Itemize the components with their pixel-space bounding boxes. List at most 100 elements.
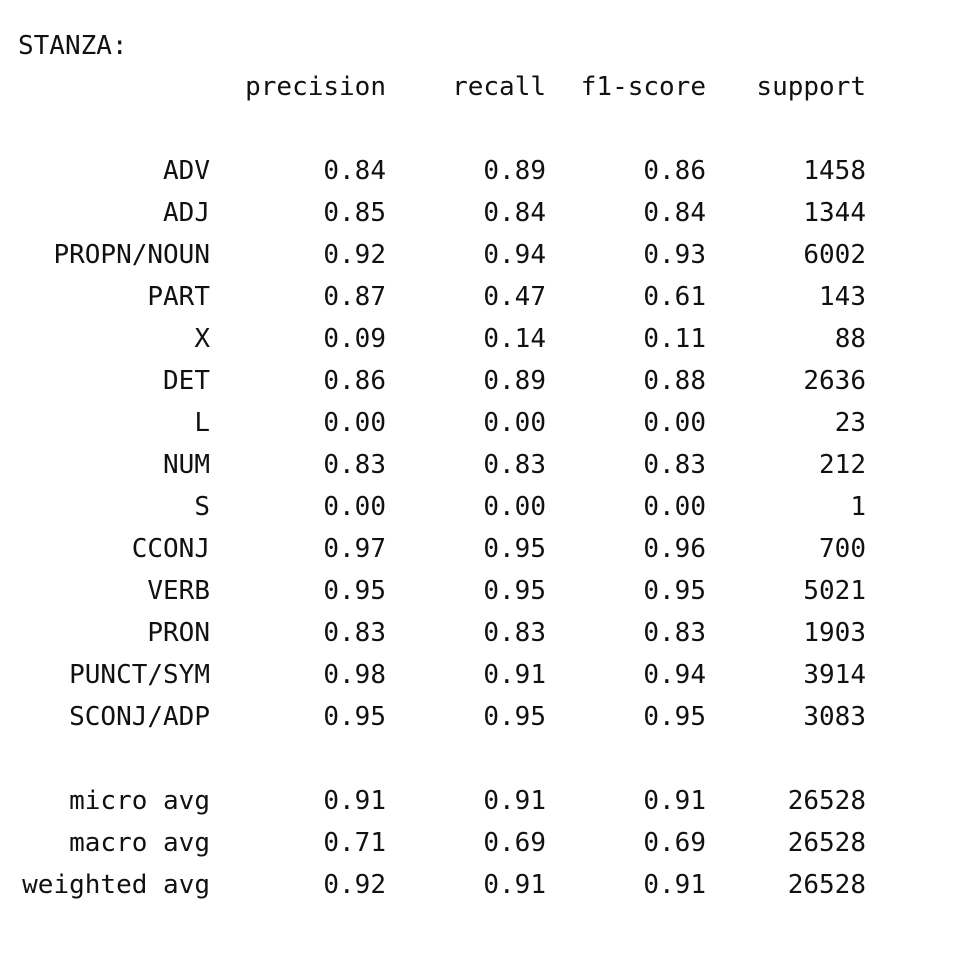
table-row: PROPN/NOUN 0.92 0.94 0.93 6002	[0, 234, 980, 276]
row-precision: 0.09	[323, 324, 386, 354]
row-precision: 0.87	[323, 282, 386, 312]
row-recall: 0.00	[483, 492, 546, 522]
row-support: 6002	[803, 240, 866, 270]
report-title: STANZA:	[18, 31, 128, 61]
average-row-micro: micro avg 0.91 0.91 0.91 26528	[0, 780, 980, 822]
row-support: 2636	[803, 366, 866, 396]
row-precision: 0.95	[323, 576, 386, 606]
table-row: DET 0.86 0.89 0.88 2636	[0, 360, 980, 402]
table-row: CCONJ 0.97 0.95 0.96 700	[0, 528, 980, 570]
row-recall: 0.94	[483, 240, 546, 270]
table-row: S 0.00 0.00 0.00 1	[0, 486, 980, 528]
header-row: precision recall f1-score support	[0, 66, 980, 108]
row-f1-score: 0.94	[643, 660, 706, 690]
row-recall: 0.95	[483, 534, 546, 564]
row-support: 88	[834, 324, 866, 354]
row-support: 26528	[787, 786, 866, 816]
row-f1-score: 0.96	[643, 534, 706, 564]
row-recall: 0.95	[483, 576, 546, 606]
row-label: macro avg	[69, 828, 210, 858]
header-f1-score: f1-score	[580, 72, 706, 102]
table-row: PUNCT/SYM 0.98 0.91 0.94 3914	[0, 654, 980, 696]
table-row: ADV 0.84 0.89 0.86 1458	[0, 150, 980, 192]
row-precision: 0.98	[323, 660, 386, 690]
row-f1-score: 0.83	[643, 618, 706, 648]
row-label: VERB	[147, 576, 210, 606]
row-f1-score: 0.83	[643, 450, 706, 480]
row-label: PROPN/NOUN	[53, 240, 210, 270]
row-precision: 0.97	[323, 534, 386, 564]
row-f1-score: 0.95	[643, 576, 706, 606]
row-label: CCONJ	[131, 534, 210, 564]
table-row: VERB 0.95 0.95 0.95 5021	[0, 570, 980, 612]
row-support: 212	[819, 450, 866, 480]
row-f1-score: 0.95	[643, 702, 706, 732]
row-label: S	[194, 492, 210, 522]
row-f1-score: 0.91	[643, 870, 706, 900]
table-row: NUM 0.83 0.83 0.83 212	[0, 444, 980, 486]
row-label: SCONJ/ADP	[69, 702, 210, 732]
row-recall: 0.89	[483, 156, 546, 186]
row-precision: 0.95	[323, 702, 386, 732]
row-support: 26528	[787, 828, 866, 858]
row-label: weighted avg	[22, 870, 210, 900]
row-precision: 0.83	[323, 450, 386, 480]
row-f1-score: 0.00	[643, 492, 706, 522]
row-support: 3083	[803, 702, 866, 732]
row-label: PRON	[147, 618, 210, 648]
row-recall: 0.83	[483, 618, 546, 648]
row-precision: 0.86	[323, 366, 386, 396]
table-row: SCONJ/ADP 0.95 0.95 0.95 3083	[0, 696, 980, 738]
row-recall: 0.47	[483, 282, 546, 312]
row-f1-score: 0.86	[643, 156, 706, 186]
table-row: X 0.09 0.14 0.11 88	[0, 318, 980, 360]
average-row-macro: macro avg 0.71 0.69 0.69 26528	[0, 822, 980, 864]
row-f1-score: 0.84	[643, 198, 706, 228]
row-precision: 0.71	[323, 828, 386, 858]
row-support: 1	[850, 492, 866, 522]
row-label: ADV	[163, 156, 210, 186]
row-recall: 0.91	[483, 660, 546, 690]
row-precision: 0.84	[323, 156, 386, 186]
row-support: 1903	[803, 618, 866, 648]
row-f1-score: 0.91	[643, 786, 706, 816]
row-label: PUNCT/SYM	[69, 660, 210, 690]
table-row: L 0.00 0.00 0.00 23	[0, 402, 980, 444]
row-support: 1458	[803, 156, 866, 186]
row-recall: 0.95	[483, 702, 546, 732]
header-support: support	[756, 72, 866, 102]
row-label: ADJ	[163, 198, 210, 228]
row-precision: 0.00	[323, 492, 386, 522]
row-label: PART	[147, 282, 210, 312]
table-row: ADJ 0.85 0.84 0.84 1344	[0, 192, 980, 234]
row-f1-score: 0.88	[643, 366, 706, 396]
row-support: 3914	[803, 660, 866, 690]
row-recall: 0.00	[483, 408, 546, 438]
row-support: 23	[834, 408, 866, 438]
row-precision: 0.91	[323, 786, 386, 816]
row-recall: 0.84	[483, 198, 546, 228]
row-label: DET	[163, 366, 210, 396]
row-f1-score: 0.11	[643, 324, 706, 354]
row-recall: 0.83	[483, 450, 546, 480]
row-precision: 0.92	[323, 240, 386, 270]
row-support: 143	[819, 282, 866, 312]
row-f1-score: 0.61	[643, 282, 706, 312]
row-precision: 0.00	[323, 408, 386, 438]
header-recall: recall	[452, 72, 546, 102]
row-f1-score: 0.69	[643, 828, 706, 858]
row-support: 700	[819, 534, 866, 564]
row-recall: 0.89	[483, 366, 546, 396]
row-recall: 0.14	[483, 324, 546, 354]
row-recall: 0.91	[483, 870, 546, 900]
row-label: NUM	[163, 450, 210, 480]
row-support: 1344	[803, 198, 866, 228]
row-support: 26528	[787, 870, 866, 900]
header-precision: precision	[245, 72, 386, 102]
average-row-weighted: weighted avg 0.92 0.91 0.91 26528	[0, 864, 980, 906]
table-row: PART 0.87 0.47 0.61 143	[0, 276, 980, 318]
row-label: X	[194, 324, 210, 354]
row-f1-score: 0.93	[643, 240, 706, 270]
row-precision: 0.92	[323, 870, 386, 900]
